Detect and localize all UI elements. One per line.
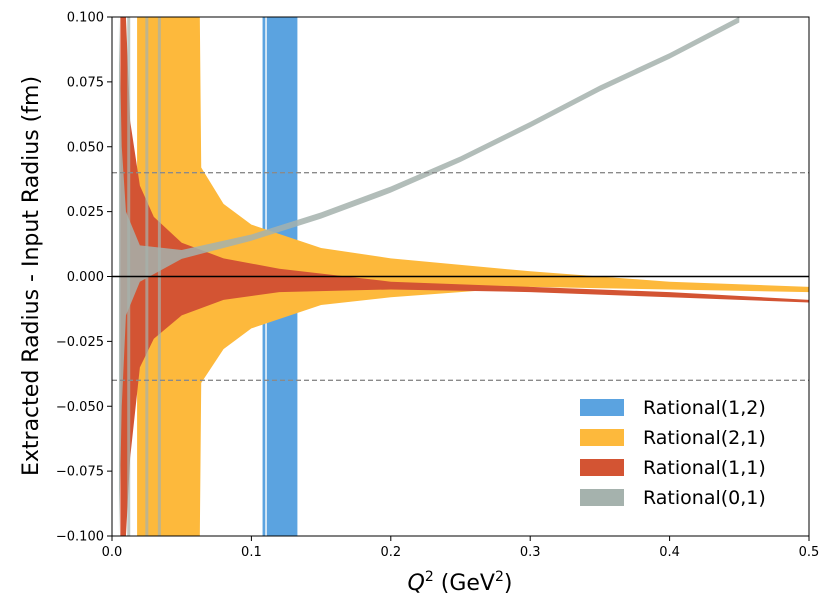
y-axis-title: Extracted Radius - Input Radius (fm) <box>19 76 44 476</box>
legend-label: Rational(0,1) <box>643 487 766 509</box>
legend-swatch <box>580 459 624 476</box>
legend-label: Rational(2,1) <box>643 427 766 449</box>
legend-frame <box>565 390 801 520</box>
legend-label: Rational(1,1) <box>643 457 766 479</box>
x-tick-label: 0.0 <box>102 545 123 560</box>
legend-swatch <box>580 399 624 416</box>
y-tick-label: 0.025 <box>67 205 104 220</box>
y-tick-label: 0.100 <box>67 11 104 26</box>
legend-swatch <box>580 429 624 446</box>
x-tick-label: 0.1 <box>241 545 262 560</box>
y-tick-label: 0.075 <box>67 75 104 90</box>
legend-label: Rational(1,2) <box>643 397 766 419</box>
legend: Rational(1,2) Rational(2,1) Rational(1,1) R… <box>565 390 801 520</box>
x-axis-title: Q2 (GeV2) <box>408 569 513 596</box>
legend-swatch <box>580 489 624 506</box>
y-tick-label: 0.050 <box>67 140 104 155</box>
y-tick-label: −0.075 <box>56 465 104 480</box>
y-tick-label: −0.025 <box>56 335 104 350</box>
y-ticks: −0.100 −0.075 −0.050 −0.025 0.000 0.025 0.050 0… <box>56 11 112 545</box>
x-tick-label: 0.3 <box>520 545 541 560</box>
x-tick-label: 0.5 <box>799 545 820 560</box>
x-ticks: 0.0 0.1 0.2 0.3 0.4 0.5 <box>102 536 820 560</box>
x-tick-label: 0.4 <box>659 545 680 560</box>
y-tick-label: −0.100 <box>56 530 104 545</box>
y-tick-label: −0.050 <box>56 400 104 415</box>
reference-lines <box>112 172 809 381</box>
x-tick-label: 0.2 <box>380 545 401 560</box>
y-tick-label: 0.000 <box>67 270 104 285</box>
